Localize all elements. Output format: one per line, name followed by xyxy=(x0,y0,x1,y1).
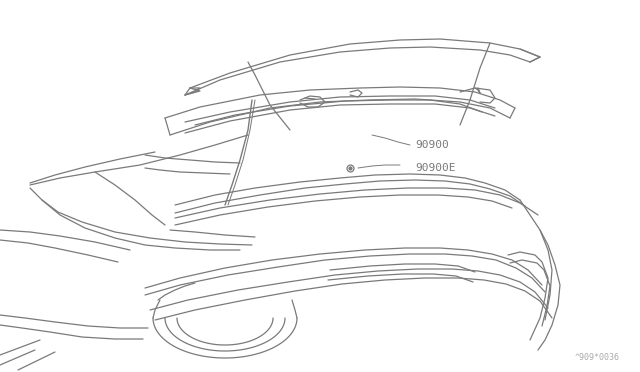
Text: 90900E: 90900E xyxy=(415,163,456,173)
Text: 90900: 90900 xyxy=(415,140,449,150)
Text: ^909*0036: ^909*0036 xyxy=(575,353,620,362)
